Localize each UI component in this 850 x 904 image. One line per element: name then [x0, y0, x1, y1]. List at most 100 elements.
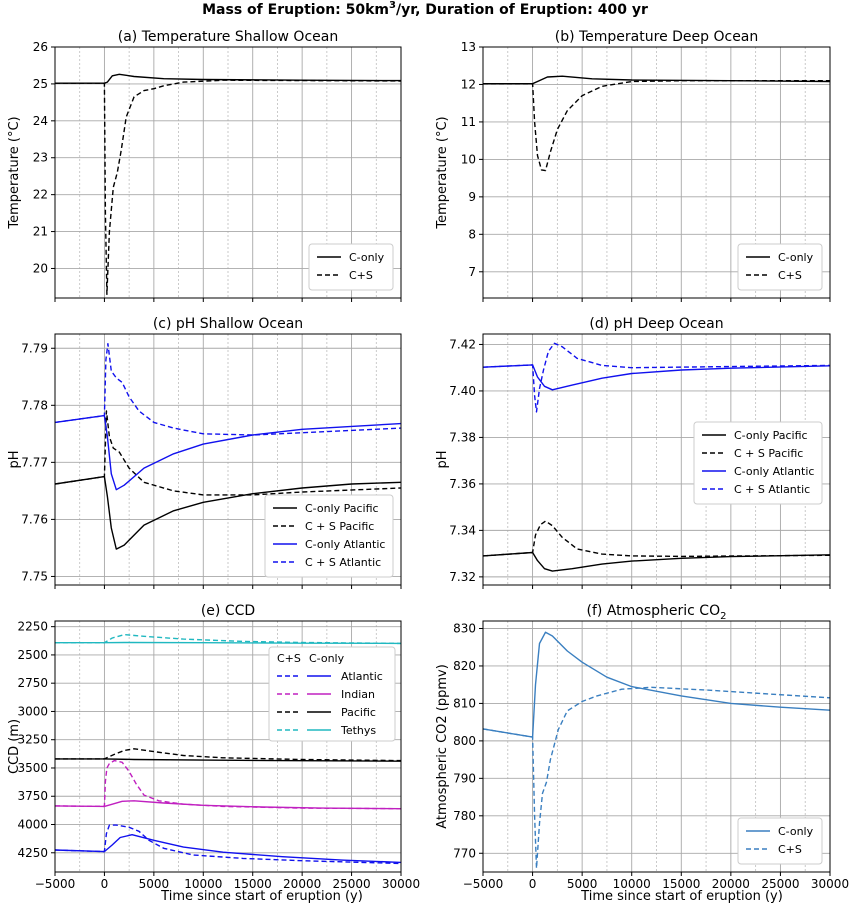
legend: C-only C+S [308, 243, 394, 291]
legend-label: Tethys [340, 724, 376, 737]
legend-label: Pacific [341, 706, 376, 719]
series-group [483, 75, 830, 172]
legend-label: C + S Atlantic [305, 556, 381, 569]
panel-a: 20 21 22 23 24 25 26 (a) Temperature Shallow Oc… [7, 29, 402, 302]
y-tick-label: 830 [453, 621, 476, 635]
legend-label: C-only Pacific [305, 502, 379, 515]
series-line-c-s [483, 80, 830, 172]
y-tick-label: 7.38 [449, 430, 476, 444]
y-tick-label: 790 [453, 771, 476, 785]
series-line-c-s [55, 79, 401, 295]
x-tick-label: 20000 [283, 877, 321, 891]
series-line-tethys-c-s [55, 633, 401, 645]
legend-label: C-only [778, 251, 814, 264]
x-tick-label: 0 [529, 877, 537, 891]
panel-title: (d) pH Deep Ocean [589, 316, 723, 332]
x-tick-label: −5000 [35, 877, 76, 891]
y-tick-label: 3500 [17, 761, 48, 775]
x-tick-label: −5000 [463, 877, 504, 891]
y-tick-label: 3000 [17, 704, 48, 718]
legend-box [268, 646, 396, 742]
y-tick-label: 25 [33, 77, 48, 91]
legend: C-only Pacific C + S Pacific C-only Atlant… [264, 494, 394, 578]
series-group [55, 73, 401, 295]
y-tick-label: 10 [461, 152, 476, 166]
panel-c: 7.75 7.76 7.77 7.78 7.79 (c) pH Shallow Ocean… [7, 316, 402, 589]
y-tick-label: 13 [461, 40, 476, 54]
y-tick-label: 4000 [17, 818, 48, 832]
y-tick-label: 2250 [17, 620, 48, 634]
legend: C-only C+S [737, 243, 823, 291]
y-tick-label: 7.78 [21, 398, 48, 412]
series-line-c-only-pacific [55, 475, 401, 550]
x-tick-label: 5000 [567, 877, 598, 891]
y-tick-label: 24 [33, 114, 48, 128]
y-tick-label: 780 [453, 809, 476, 823]
panel-title: (b) Temperature Deep Ocean [555, 29, 759, 45]
series-line-c-s-pacific [55, 410, 401, 496]
y-tick-label: 3250 [17, 733, 48, 747]
series-group [483, 342, 830, 572]
y-tick-label: 9 [468, 190, 476, 204]
series-group [55, 343, 401, 550]
legend-label: C+S [778, 843, 802, 856]
legend-label: C + S Atlantic [734, 483, 810, 496]
series-line-c-s [483, 686, 830, 869]
y-tick-label: 11 [461, 115, 476, 129]
panel-f: 770 780 790 800 810 820 830 −5000 0 5000 10000 1500… [435, 603, 849, 891]
x-axis-label-right: Time since start of eruption (y) [580, 889, 783, 904]
panel-b: 7 8 9 10 11 12 13 (b) Temperature Deep Ocean Tem… [435, 29, 831, 302]
series-line-c-s-pacific [483, 520, 830, 558]
legend-box [737, 243, 823, 291]
series-line-c-only-atlantic [483, 364, 830, 391]
y-tick-label: 7.79 [21, 341, 48, 355]
legend-label: C + S Pacific [305, 520, 374, 533]
panel-d: 7.32 7.34 7.36 7.38 7.40 7.42 (d) pH Deep Ocea… [435, 316, 831, 589]
legend-label: C + S Pacific [734, 447, 803, 460]
series-line-atlantic-c-only [55, 834, 401, 864]
series-line-c-only-atlantic [55, 414, 401, 491]
series-line-c-only-pacific [483, 551, 830, 572]
x-tick-label: 15000 [662, 877, 700, 891]
x-tick-label: 15000 [234, 877, 272, 891]
y-tick-label: 2750 [17, 676, 48, 690]
y-axis-label: Temperature (°C) [435, 116, 450, 229]
panel-title: (a) Temperature Shallow Ocean [118, 29, 338, 45]
x-tick-label: 10000 [184, 877, 222, 891]
panel-title: (f) Atmospheric CO2 [587, 603, 727, 622]
y-tick-label: 7.36 [449, 477, 476, 491]
plot-frame [482, 620, 831, 873]
y-tick-label: 770 [453, 846, 476, 860]
y-tick-label: 7 [468, 265, 476, 279]
x-tick-label: 0 [101, 877, 109, 891]
plot-frame [54, 620, 402, 873]
legend-label: C-only [349, 251, 385, 264]
y-axis-label: pH [435, 450, 450, 468]
series-line-atlantic-c-s [55, 824, 401, 865]
plot-frame [54, 333, 402, 586]
y-tick-label: 2500 [17, 648, 48, 662]
y-tick-label: 7.42 [449, 337, 476, 351]
legend: C-only Pacific C + S Pacific C-only Atlant… [693, 421, 823, 505]
panel-e: 2250 2500 2750 3000 3250 3500 3750 4000 4250 −500… [7, 603, 420, 891]
legend-label: C+S [778, 269, 802, 282]
y-tick-label: 7.32 [449, 570, 476, 584]
series-line-c-only [483, 75, 830, 85]
legend-box [693, 421, 823, 505]
plot-frame [54, 46, 402, 299]
legend-header-conly: C-only [309, 652, 345, 665]
y-tick-label: 7.75 [21, 569, 48, 583]
y-tick-label: 20 [33, 261, 48, 275]
legend-box [737, 817, 823, 865]
y-tick-label: 820 [453, 659, 476, 673]
series-line-c-s-atlantic [55, 343, 401, 436]
y-axis-label: pH [7, 450, 22, 468]
legend: C+S C-only Atlantic Indian Pacific Tethys [268, 646, 396, 742]
legend-label: C-only [778, 825, 814, 838]
x-tick-label: 20000 [712, 877, 750, 891]
legend-box [264, 494, 394, 578]
legend-label: Indian [341, 688, 375, 701]
series-line-indian-c-only [55, 800, 401, 810]
y-tick-label: 8 [468, 227, 476, 241]
